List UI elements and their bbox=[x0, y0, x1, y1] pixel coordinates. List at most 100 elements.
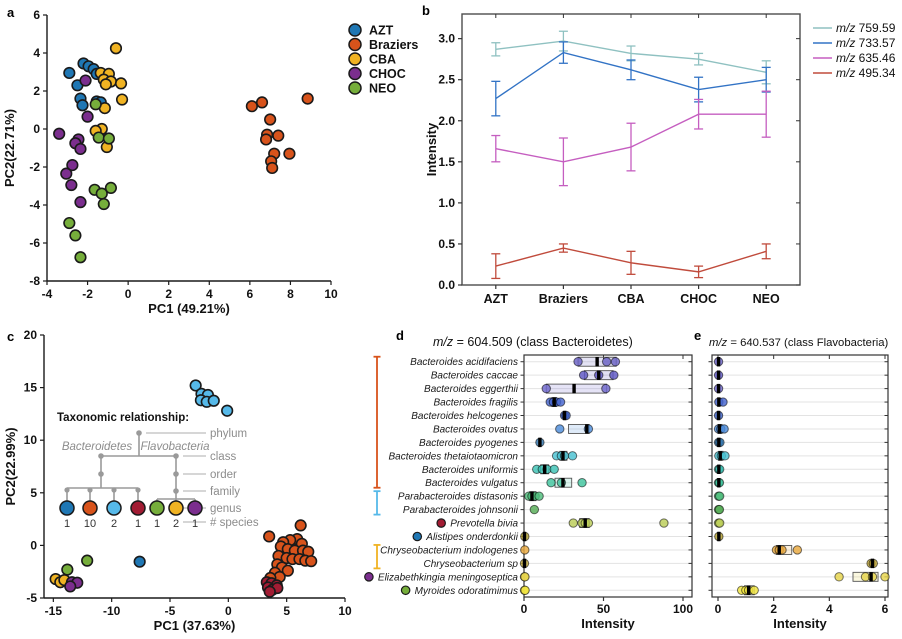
data-point bbox=[60, 167, 73, 180]
plot-frame bbox=[711, 354, 889, 598]
data-point bbox=[53, 127, 66, 140]
median-mark bbox=[777, 545, 781, 555]
median-mark bbox=[522, 531, 527, 542]
data-point bbox=[97, 197, 110, 211]
data-point bbox=[283, 147, 296, 160]
data-dot bbox=[577, 478, 587, 488]
genus-circle bbox=[149, 500, 165, 516]
legend-label: Braziers bbox=[369, 38, 418, 52]
data-point bbox=[264, 113, 277, 126]
legend-label: CHOC bbox=[369, 67, 406, 81]
class-name: Flavobacteria bbox=[140, 441, 209, 453]
x-tick-label: 0 bbox=[521, 602, 528, 616]
data-point bbox=[74, 251, 87, 264]
y-tick-label: 2.0 bbox=[438, 114, 455, 128]
species-label: Bacteroides uniformis bbox=[422, 465, 518, 476]
line-panel: 0.0 0.5 1.0 1.5 2.0 2.5 3.0 AZT Braziers CBA CHOC N… bbox=[424, 13, 896, 306]
level-label: class bbox=[210, 451, 236, 463]
genus-dot bbox=[364, 572, 374, 582]
legend-swatch bbox=[348, 66, 362, 81]
data-dot bbox=[792, 545, 803, 555]
species-label: Chryseobacterium sp bbox=[424, 559, 519, 570]
family-node bbox=[173, 488, 179, 494]
median-mark bbox=[572, 383, 576, 394]
legend-label: m/z 495.34 bbox=[836, 66, 896, 80]
species-label: Bacteroides ovatus bbox=[433, 424, 518, 435]
x-tick-label: -5 bbox=[165, 604, 176, 618]
data-point bbox=[114, 77, 128, 90]
species-count: 1 bbox=[135, 518, 141, 530]
y-tick-label: -6 bbox=[29, 236, 40, 250]
y-tick-label: 15 bbox=[24, 381, 38, 395]
data-point bbox=[102, 132, 115, 145]
legend-label: NEO bbox=[369, 82, 396, 96]
data-dot bbox=[714, 518, 725, 528]
category-label: Braziers bbox=[539, 292, 588, 306]
family-node bbox=[135, 487, 141, 493]
median-mark bbox=[583, 518, 587, 528]
level-label: phylum bbox=[210, 428, 247, 440]
y-axis-label: PC2(22.99%) bbox=[3, 427, 18, 505]
species-label: Bacteroides thetaiotaomicron bbox=[388, 451, 518, 462]
species-label: Bacteroides helcogenes bbox=[411, 411, 518, 422]
species-label: Chryseobacterium indologenes bbox=[380, 545, 518, 556]
median-mark bbox=[561, 478, 565, 488]
data-point bbox=[63, 66, 76, 80]
median-mark bbox=[717, 397, 721, 407]
median-mark bbox=[561, 451, 565, 461]
class-node bbox=[173, 453, 179, 459]
median-mark bbox=[717, 464, 721, 474]
data-point bbox=[65, 178, 78, 192]
class-node bbox=[98, 453, 104, 459]
y-tick-label: 3.0 bbox=[438, 32, 455, 46]
data-dot bbox=[520, 585, 530, 595]
y-tick-label: -2 bbox=[29, 160, 40, 174]
x-axis-label: PC1 (49.21%) bbox=[148, 301, 230, 316]
x-tick-label: -15 bbox=[45, 604, 63, 618]
data-point bbox=[76, 99, 89, 112]
species-count: 10 bbox=[84, 518, 96, 530]
median-mark bbox=[585, 424, 589, 434]
x-tick-label: 6 bbox=[247, 287, 254, 301]
category-label: CBA bbox=[617, 292, 644, 306]
data-dot bbox=[555, 424, 565, 434]
median-mark bbox=[717, 437, 721, 448]
x-tick-label: -2 bbox=[82, 287, 93, 301]
median-mark bbox=[552, 397, 556, 407]
data-point bbox=[263, 585, 276, 598]
genus-circle bbox=[59, 500, 75, 516]
genus-circle bbox=[82, 500, 98, 516]
legend-swatch bbox=[348, 52, 362, 66]
data-dot bbox=[610, 357, 621, 367]
level-label: order bbox=[210, 469, 237, 481]
y-tick-label: 5 bbox=[30, 486, 37, 500]
data-dot bbox=[714, 491, 725, 501]
genus-circle bbox=[130, 500, 146, 516]
data-dot bbox=[555, 397, 566, 407]
species-label: Myroides odoratimimus bbox=[415, 586, 518, 597]
median-mark bbox=[530, 491, 534, 501]
legend-swatch bbox=[348, 81, 362, 95]
plot-frame bbox=[523, 354, 693, 598]
genus-circle bbox=[187, 500, 203, 516]
data-dot bbox=[546, 478, 556, 488]
median-mark bbox=[717, 478, 721, 488]
y-axis-label: Intensity bbox=[424, 122, 439, 176]
y-tick-label: 0 bbox=[30, 538, 37, 552]
y-tick-label: 0 bbox=[33, 122, 40, 136]
y-tick-label: 1.0 bbox=[438, 196, 455, 210]
median-mark bbox=[538, 437, 542, 448]
data-point bbox=[301, 92, 314, 105]
data-point bbox=[245, 100, 258, 113]
y-tick-label: 2.5 bbox=[438, 73, 455, 87]
data-dot bbox=[567, 451, 578, 461]
panel-e-letter: e bbox=[694, 328, 702, 343]
data-point bbox=[189, 379, 202, 392]
y-tick-label: 0.5 bbox=[438, 237, 455, 251]
species-label: Bacteroides fragilis bbox=[434, 398, 518, 409]
x-tick-label: 0 bbox=[125, 287, 132, 301]
x-tick-label: -4 bbox=[42, 287, 53, 301]
legend-label: m/z 759.59 bbox=[836, 21, 896, 35]
legend-swatch bbox=[348, 23, 362, 37]
y-tick-label: 20 bbox=[24, 328, 38, 342]
